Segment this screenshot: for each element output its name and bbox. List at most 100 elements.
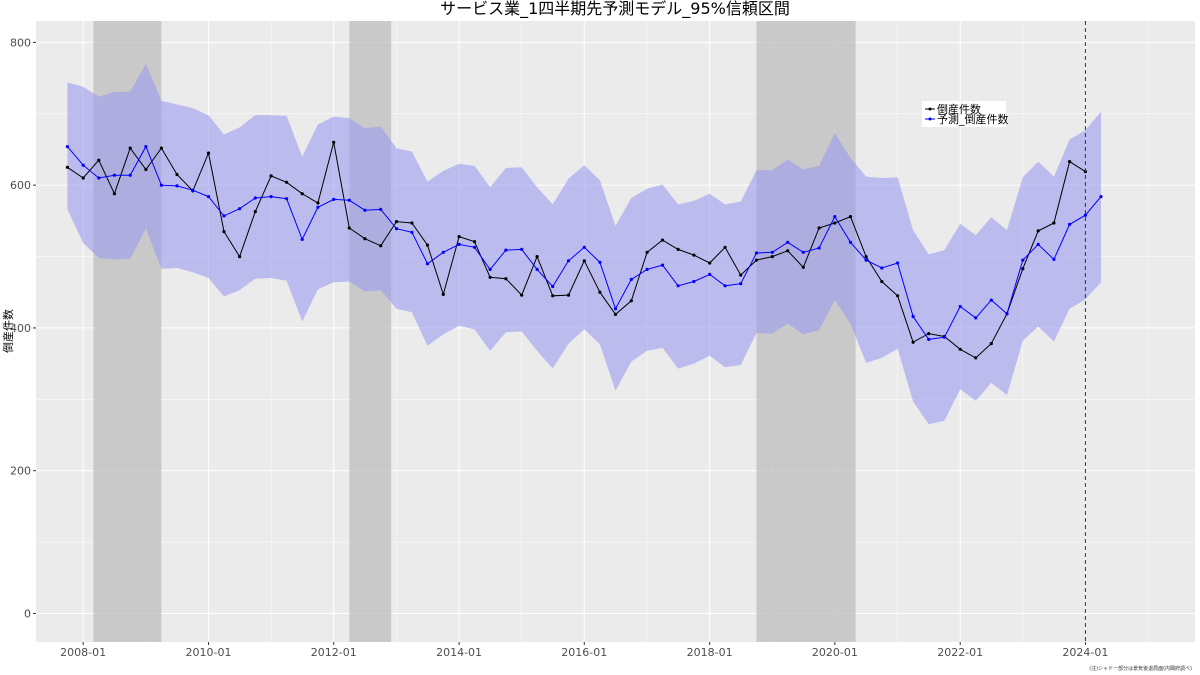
series-point-0 xyxy=(535,255,539,259)
series-point-1 xyxy=(504,248,508,252)
series-point-1 xyxy=(410,230,414,234)
x-tick-label: 2022-01 xyxy=(937,646,983,659)
series-point-1 xyxy=(958,304,962,309)
series-point-0 xyxy=(238,255,242,259)
recession-period xyxy=(349,21,392,642)
series-point-1 xyxy=(128,173,132,177)
legend-label-actual: 倒産件数 xyxy=(937,103,981,116)
series-point-1 xyxy=(629,277,633,281)
series-point-0 xyxy=(598,290,602,294)
series-point-0 xyxy=(488,275,492,279)
x-tick-label: 2024-01 xyxy=(1062,646,1108,659)
x-axis-ticks: 2008-01 2010-01 2012-01 2014-01 2016-01 2018-… xyxy=(60,642,1108,659)
series-point-1 xyxy=(1036,242,1040,246)
series-point-1 xyxy=(472,245,477,249)
series-point-1 xyxy=(676,284,680,288)
series-point-1 xyxy=(754,251,759,255)
series-point-0 xyxy=(723,245,727,249)
series-point-1 xyxy=(613,307,618,311)
series-point-1 xyxy=(222,214,226,218)
series-point-0 xyxy=(472,240,477,244)
legend-marker-actual xyxy=(928,107,932,111)
series-point-0 xyxy=(175,172,179,177)
series-point-0 xyxy=(128,146,132,150)
series-point-0 xyxy=(629,299,633,303)
series-point-0 xyxy=(81,176,85,180)
y-tick-label: 400 xyxy=(10,322,31,335)
series-point-0 xyxy=(457,235,461,239)
y-axis-ticks: 0 200 400 600 800 xyxy=(10,36,36,620)
series-point-1 xyxy=(347,198,351,202)
series-point-1 xyxy=(253,196,257,200)
series-point-0 xyxy=(363,237,367,241)
series-point-1 xyxy=(833,215,837,219)
series-point-0 xyxy=(97,158,101,162)
series-point-1 xyxy=(206,195,211,199)
series-point-1 xyxy=(1083,213,1087,217)
series-point-0 xyxy=(786,249,790,253)
series-point-0 xyxy=(379,244,383,248)
series-point-0 xyxy=(222,230,226,234)
y-tick-label: 200 xyxy=(10,465,31,478)
x-tick-label: 2016-01 xyxy=(561,646,607,659)
series-point-0 xyxy=(347,226,351,230)
series-point-1 xyxy=(520,247,524,251)
series-point-1 xyxy=(708,272,712,276)
series-point-0 xyxy=(520,293,524,297)
chart-caption: (注)シャドー部分は景気後退局面(内閣府調べ) xyxy=(1089,665,1192,672)
series-point-1 xyxy=(801,250,805,254)
series-point-1 xyxy=(739,282,743,286)
series-point-0 xyxy=(1068,160,1072,164)
series-point-1 xyxy=(363,208,367,212)
series-point-1 xyxy=(300,237,304,241)
series-point-1 xyxy=(927,337,931,341)
series-point-0 xyxy=(911,340,915,344)
series-point-0 xyxy=(880,279,884,284)
series-point-0 xyxy=(269,174,273,178)
series-point-0 xyxy=(206,151,211,155)
series-point-1 xyxy=(723,284,727,288)
series-point-1 xyxy=(566,259,571,263)
series-point-1 xyxy=(880,266,884,270)
series-point-0 xyxy=(770,255,774,259)
series-point-1 xyxy=(1068,222,1072,226)
series-point-0 xyxy=(65,165,69,169)
series-point-0 xyxy=(394,220,399,224)
series-point-0 xyxy=(253,210,257,214)
series-point-1 xyxy=(974,316,978,320)
series-point-0 xyxy=(332,140,336,144)
series-point-0 xyxy=(551,294,555,298)
series-point-1 xyxy=(97,176,101,180)
series-line-0 xyxy=(67,142,1086,359)
series-point-0 xyxy=(112,192,116,196)
series-point-0 xyxy=(582,259,586,263)
series-point-0 xyxy=(958,347,962,351)
confidence-band xyxy=(67,63,1101,425)
series-point-0 xyxy=(645,250,649,254)
series-point-0 xyxy=(864,255,868,259)
series-point-0 xyxy=(410,221,414,225)
series-point-0 xyxy=(300,192,304,196)
series-point-0 xyxy=(425,243,430,247)
series-point-0 xyxy=(1021,267,1025,271)
series-point-1 xyxy=(238,207,242,211)
series-point-0 xyxy=(1036,229,1040,233)
series-point-1 xyxy=(660,263,665,267)
series-point-0 xyxy=(1052,221,1056,225)
series-point-1 xyxy=(269,195,273,199)
series-point-1 xyxy=(1021,258,1025,262)
series-point-1 xyxy=(144,145,148,149)
series-point-1 xyxy=(394,227,399,231)
series-layer xyxy=(65,140,1103,360)
series-point-0 xyxy=(989,342,993,346)
chart-title: サービス業_1四半期先予測モデル_95%信頼区間 xyxy=(440,0,790,19)
series-point-1 xyxy=(864,258,868,262)
series-point-1 xyxy=(848,240,853,244)
series-point-0 xyxy=(801,265,805,269)
series-point-1 xyxy=(535,267,539,271)
series-point-1 xyxy=(285,197,289,201)
legend-marker-forecast xyxy=(928,117,932,121)
series-point-1 xyxy=(817,246,821,250)
series-point-0 xyxy=(974,356,978,360)
y-axis-label: 倒産件数 xyxy=(2,309,15,353)
